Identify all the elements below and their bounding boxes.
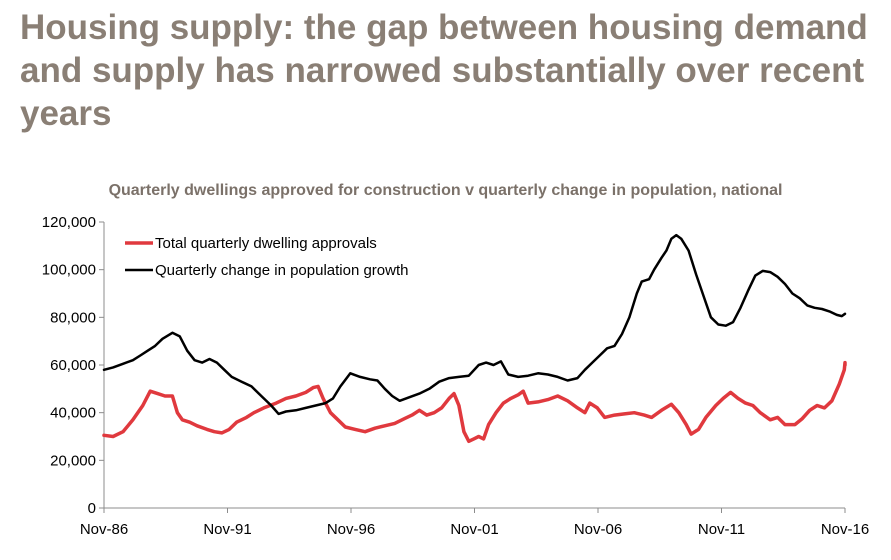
x-tick-label: Nov-06 <box>574 521 622 538</box>
y-tick-label: 60,000 <box>50 357 96 374</box>
series-line-dwelling-approvals <box>102 360 847 444</box>
x-tick-label: Nov-86 <box>80 521 128 538</box>
legend: Total quarterly dwelling approvals Quarte… <box>125 235 409 279</box>
y-axis: 0 20,000 40,000 60,000 80,000 100,000 120,000 <box>42 214 105 517</box>
series-line-population-change <box>102 233 847 416</box>
chart-title: Quarterly dwellings approved for constru… <box>108 182 783 199</box>
legend-label: Quarterly change in population growth <box>155 262 409 279</box>
y-tick-label: 20,000 <box>50 452 96 469</box>
x-tick-label: Nov-01 <box>450 521 498 538</box>
x-tick-label: Nov-16 <box>821 521 869 538</box>
x-tick-label: Nov-11 <box>698 521 745 538</box>
x-tick-label: Nov-91 <box>203 521 251 538</box>
y-tick-label: 120,000 <box>42 214 96 231</box>
x-tick-label: Nov-96 <box>327 521 375 538</box>
y-tick-label: 40,000 <box>50 405 96 422</box>
y-tick-label: 0 <box>88 500 96 517</box>
page-headline: Housing supply: the gap between housing … <box>20 8 868 133</box>
y-tick-label: 80,000 <box>50 309 96 326</box>
y-tick-label: 100,000 <box>42 262 96 279</box>
legend-label: Total quarterly dwelling approvals <box>155 235 377 252</box>
x-axis: Nov-86 Nov-91 Nov-96 Nov-01 Nov-06 Nov-11 Nov-… <box>80 507 869 538</box>
series-lines <box>102 233 847 444</box>
